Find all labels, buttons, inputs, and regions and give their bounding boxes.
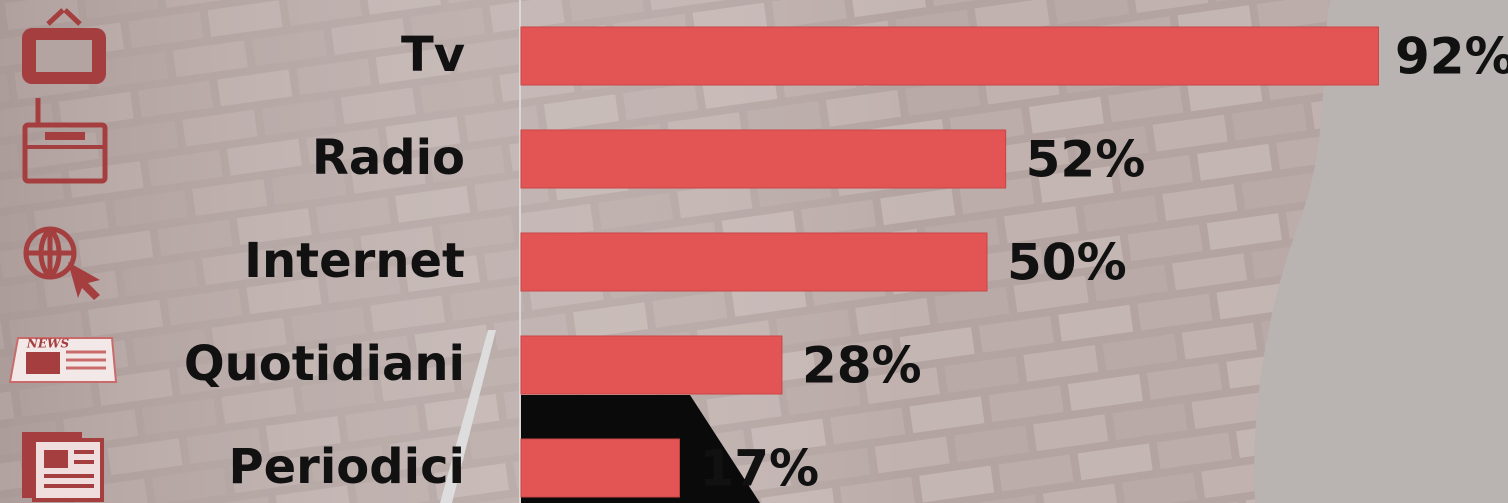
category-label: Tv xyxy=(401,27,465,83)
category-label: Quotidiani xyxy=(184,336,465,392)
tablet-edge xyxy=(440,330,496,503)
category-label: Periodici xyxy=(228,439,465,495)
person xyxy=(1254,0,1508,503)
icon-radio xyxy=(22,98,108,184)
bar xyxy=(520,26,1379,86)
news-icon-text: NEWS xyxy=(26,337,70,351)
category-label: Radio xyxy=(312,130,465,186)
bar xyxy=(520,232,988,292)
category-label: Internet xyxy=(244,233,465,289)
bar xyxy=(520,335,783,395)
bar xyxy=(520,129,1007,189)
value-label: 92% xyxy=(1395,28,1508,86)
icon-tv xyxy=(22,8,106,84)
value-label: 50% xyxy=(1007,234,1127,292)
value-label: 52% xyxy=(1026,131,1146,189)
icon-internet xyxy=(23,226,100,300)
value-label: 28% xyxy=(802,337,922,395)
bar xyxy=(520,438,680,498)
icon-news: NEWS xyxy=(8,337,118,383)
icon-periodici xyxy=(22,432,104,502)
value-label: 17% xyxy=(699,440,819,498)
